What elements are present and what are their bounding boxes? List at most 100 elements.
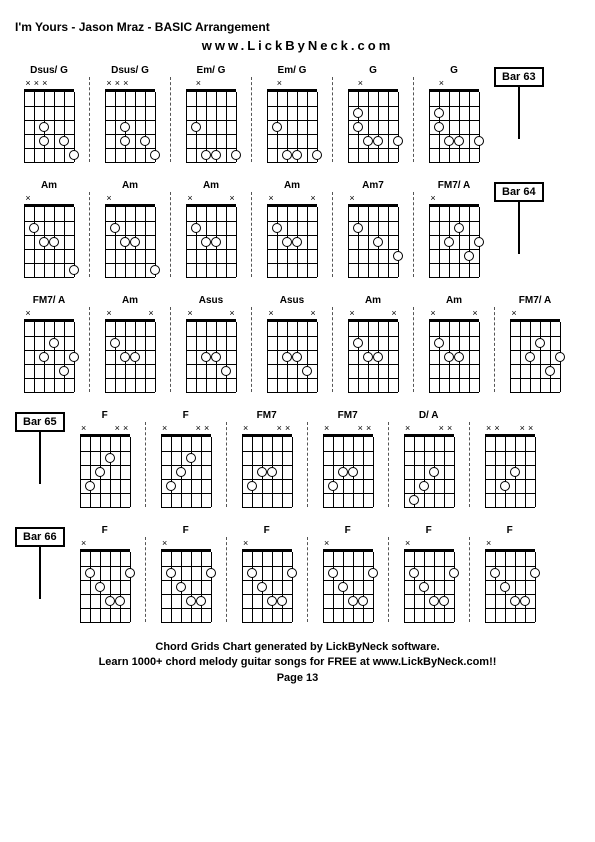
string-markers: ×××	[242, 424, 292, 434]
fretboard	[348, 89, 398, 162]
chord-name: Am	[122, 295, 138, 307]
finger-dot	[464, 251, 474, 261]
title: I'm Yours - Jason Mraz - BASIC Arrangeme…	[15, 20, 580, 34]
finger-dot	[490, 568, 500, 578]
string-markers: ×	[161, 539, 211, 549]
chord-diagram: G×	[339, 65, 407, 162]
divider	[226, 422, 227, 507]
finger-dot	[328, 568, 338, 578]
finger-dot	[520, 596, 530, 606]
finger-dot	[257, 467, 267, 477]
finger-dot	[338, 467, 348, 477]
divider	[251, 77, 252, 162]
finger-dot	[500, 481, 510, 491]
finger-dot	[59, 136, 69, 146]
chord-name: G	[450, 65, 458, 77]
finger-dot	[49, 237, 59, 247]
string-markers: ××	[429, 309, 479, 319]
finger-dot	[69, 150, 79, 160]
finger-dot	[267, 467, 277, 477]
finger-dot	[474, 237, 484, 247]
fretboard	[24, 89, 74, 162]
finger-dot	[201, 237, 211, 247]
finger-dot	[419, 582, 429, 592]
chord-diagram: F×	[314, 525, 382, 622]
fretboard	[323, 549, 373, 622]
chord-diagram: Am××	[177, 180, 245, 277]
finger-dot	[211, 237, 221, 247]
divider	[469, 422, 470, 507]
fretboard	[186, 319, 236, 392]
finger-dot	[328, 481, 338, 491]
finger-dot	[373, 237, 383, 247]
finger-dot	[85, 568, 95, 578]
finger-dot	[358, 596, 368, 606]
bar-marker: Bar 63	[494, 65, 544, 139]
divider	[170, 307, 171, 392]
chord-name: FM7	[338, 410, 358, 422]
string-markers: ×	[429, 79, 479, 89]
finger-dot	[130, 237, 140, 247]
divider	[251, 307, 252, 392]
finger-dot	[312, 150, 322, 160]
finger-dot	[282, 352, 292, 362]
chord-diagram: Am××	[339, 295, 407, 392]
string-markers: ×	[267, 79, 317, 89]
finger-dot	[439, 596, 449, 606]
finger-dot	[510, 467, 520, 477]
finger-dot	[211, 150, 221, 160]
string-markers: ×××	[80, 424, 130, 434]
chord-name: Asus	[199, 295, 223, 307]
finger-dot	[555, 352, 565, 362]
finger-dot	[59, 366, 69, 376]
finger-dot	[110, 338, 120, 348]
finger-dot	[186, 453, 196, 463]
string-markers: ×××	[404, 424, 454, 434]
divider	[170, 192, 171, 277]
chord-diagram: Am××	[258, 180, 326, 277]
finger-dot	[196, 596, 206, 606]
fretboard	[242, 549, 292, 622]
finger-dot	[353, 122, 363, 132]
divider	[332, 77, 333, 162]
fretboard	[24, 204, 74, 277]
fretboard	[242, 434, 292, 507]
chord-row: Dsus/ G×××Dsus/ G×××Em/ G×Em/ G×G×G×Bar …	[15, 65, 580, 162]
finger-dot	[95, 467, 105, 477]
finger-dot	[267, 596, 277, 606]
chord-diagram: FM7×××	[233, 410, 301, 507]
chord-name: Dsus/ G	[30, 65, 68, 77]
divider	[413, 192, 414, 277]
string-markers: ×	[510, 309, 560, 319]
chord-name: Dsus/ G	[111, 65, 149, 77]
finger-dot	[302, 366, 312, 376]
divider	[413, 307, 414, 392]
finger-dot	[444, 352, 454, 362]
string-markers: ××××	[485, 424, 535, 434]
finger-dot	[277, 596, 287, 606]
finger-dot	[434, 108, 444, 118]
chord-name: F	[102, 410, 108, 422]
subtitle: www.LickByNeck.com	[15, 38, 580, 53]
chord-name: Am	[284, 180, 300, 192]
fretboard	[348, 319, 398, 392]
fretboard	[267, 204, 317, 277]
bar-line	[518, 202, 520, 254]
string-markers: ×××	[323, 424, 373, 434]
finger-dot	[85, 481, 95, 491]
finger-dot	[105, 453, 115, 463]
finger-dot	[373, 352, 383, 362]
bar-marker: Bar 65	[15, 410, 65, 484]
chord-diagram: FM7/ A×	[501, 295, 569, 392]
fretboard	[161, 549, 211, 622]
chord-name: Am7	[362, 180, 384, 192]
string-markers: ×	[348, 79, 398, 89]
divider	[388, 537, 389, 622]
string-markers: ××	[186, 309, 236, 319]
finger-dot	[525, 352, 535, 362]
string-markers: ×	[186, 79, 236, 89]
fretboard	[485, 434, 535, 507]
string-markers: ××	[348, 309, 398, 319]
chord-diagram: Dsus/ G×××	[15, 65, 83, 162]
bar-label: Bar 66	[15, 527, 65, 547]
